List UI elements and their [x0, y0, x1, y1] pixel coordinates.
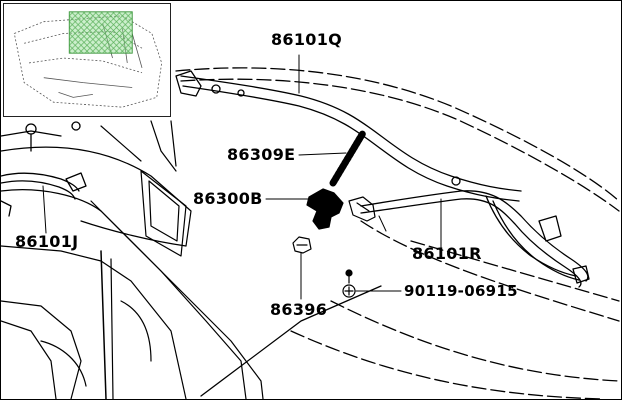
part-label-86101q[interactable]: 86101Q: [271, 30, 343, 49]
part-label-86396[interactable]: 86396: [270, 300, 328, 319]
washer-hose-86101q: [175, 70, 522, 202]
harness-86101j: [1, 121, 87, 217]
washer-nozzle-assy-86300b: [306, 188, 344, 230]
part-label-86309e[interactable]: 86309E: [227, 145, 296, 164]
leader-lines: [42, 54, 442, 300]
vehicle-locator-thumbnail-icon: [3, 3, 171, 117]
body-panels: [1, 120, 264, 399]
part-label-86101j[interactable]: 86101J: [15, 232, 79, 251]
part-label-90119-06915[interactable]: 90119-06915: [404, 282, 518, 300]
hood-outline: [175, 67, 620, 399]
washer-hose-86101r: [360, 190, 590, 288]
part-label-86101r[interactable]: 86101R: [412, 244, 482, 263]
bolt-90119-06915: [342, 269, 356, 298]
part-label-86300b[interactable]: 86300B: [193, 189, 263, 208]
clip-86396: [292, 236, 312, 254]
washer-nozzle-86309e: [329, 129, 367, 187]
hose-joint: [348, 196, 376, 222]
